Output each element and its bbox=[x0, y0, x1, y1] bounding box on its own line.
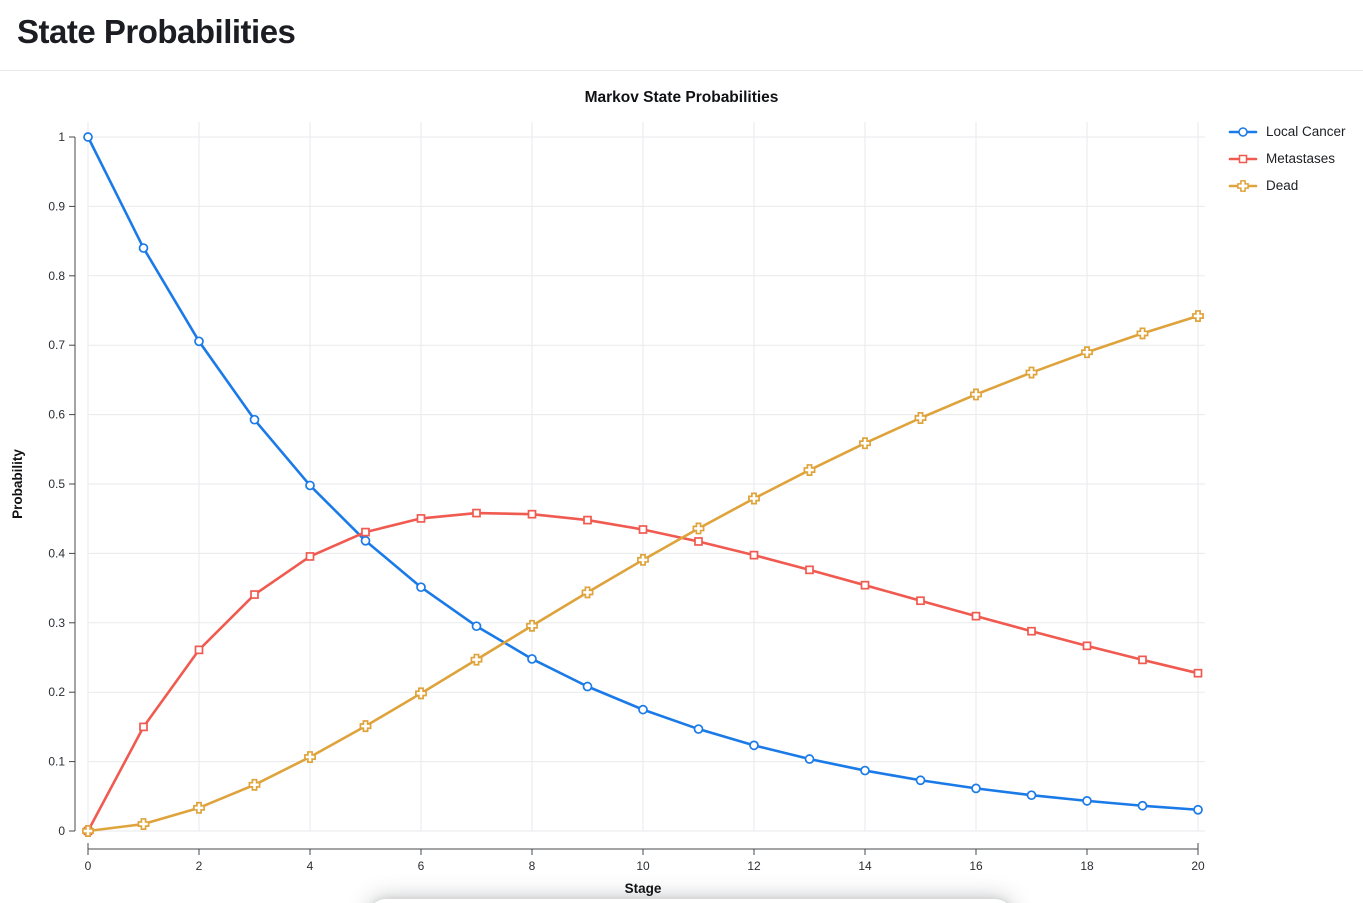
chart-title: Markov State Probabilities bbox=[584, 89, 779, 106]
series-dead bbox=[82, 310, 1204, 837]
page-title: State Probabilities bbox=[17, 13, 296, 50]
x-tick-label: 0 bbox=[85, 859, 92, 873]
x-tick-label: 18 bbox=[1080, 859, 1094, 873]
series-markers-local-cancer bbox=[83, 132, 1203, 815]
y-tick-label: 0.9 bbox=[48, 199, 65, 213]
legend-item-dead[interactable]: Dead bbox=[1228, 172, 1346, 199]
x-tick-label: 20 bbox=[1191, 859, 1205, 873]
y-tick-label: 0.2 bbox=[48, 685, 65, 699]
legend-item-local-cancer[interactable]: Local Cancer bbox=[1228, 118, 1346, 145]
y-tick-label: 0.1 bbox=[48, 755, 65, 769]
x-tick-label: 12 bbox=[747, 859, 761, 873]
legend-label: Local Cancer bbox=[1266, 124, 1346, 139]
x-tick-label: 8 bbox=[529, 859, 536, 873]
series-markers-metastases bbox=[83, 508, 1203, 836]
series-local-cancer bbox=[83, 132, 1203, 815]
y-tick-label: 0.5 bbox=[48, 477, 65, 491]
x-tick-label: 6 bbox=[418, 859, 425, 873]
y-tick-label: 0.6 bbox=[48, 408, 65, 422]
chart-legend: Local Cancer Metastases Dead bbox=[1228, 118, 1346, 199]
bottom-panel-edge bbox=[368, 899, 1013, 903]
x-tick-label: 2 bbox=[196, 859, 203, 873]
y-tick-label: 1 bbox=[58, 130, 65, 144]
series-markers-dead bbox=[82, 310, 1204, 837]
legend-label: Metastases bbox=[1266, 151, 1336, 166]
x-tick-label: 14 bbox=[858, 859, 872, 873]
y-axis: 0 0.1 0.2 0.3 0.4 0.5 0.6 0.7 0.8 0.9 1 Probability bbox=[10, 130, 76, 838]
series-metastases bbox=[83, 508, 1203, 836]
square-marker-icon bbox=[1228, 154, 1258, 163]
cross-marker-icon bbox=[1228, 179, 1258, 192]
x-tick-label: 10 bbox=[636, 859, 650, 873]
x-tick-label: 4 bbox=[307, 859, 314, 873]
circle-marker-icon bbox=[1228, 126, 1258, 137]
gridlines bbox=[87, 122, 1205, 832]
legend-label: Dead bbox=[1266, 178, 1299, 193]
y-tick-label: 0.8 bbox=[48, 269, 65, 283]
x-axis-title: Stage bbox=[625, 881, 662, 896]
y-tick-label: 0.3 bbox=[48, 616, 65, 630]
y-tick-label: 0.4 bbox=[48, 546, 65, 560]
x-axis: 0 2 4 6 8 10 12 14 16 18 20 Stage bbox=[85, 843, 1205, 896]
page-header: State Probabilities bbox=[0, 0, 1363, 71]
y-tick-label: 0.7 bbox=[48, 338, 65, 352]
legend-item-metastases[interactable]: Metastases bbox=[1228, 145, 1346, 172]
y-axis-title: Probability bbox=[10, 449, 25, 519]
y-tick-label: 0 bbox=[58, 824, 65, 838]
x-tick-label: 16 bbox=[969, 859, 983, 873]
